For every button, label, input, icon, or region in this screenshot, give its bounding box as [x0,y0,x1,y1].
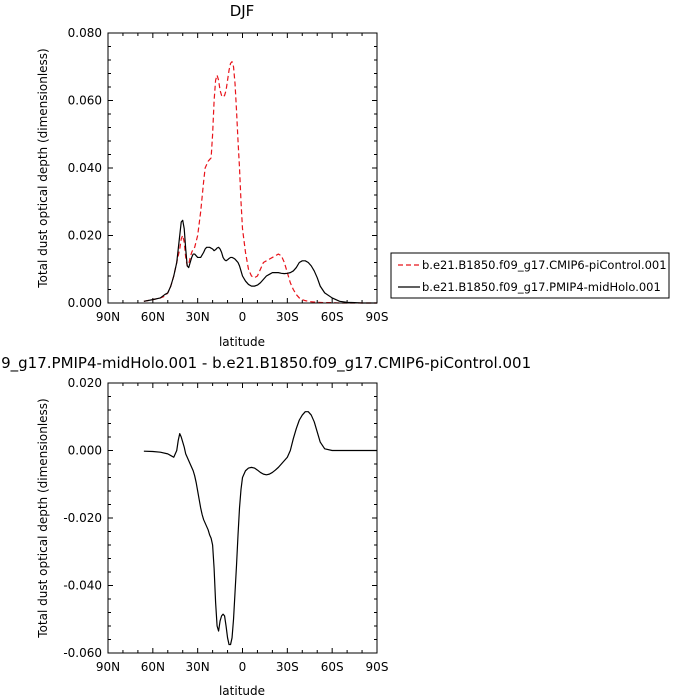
top-y-axis-label: Total dust optical depth (dimensionless) [36,48,50,288]
bottom-series-lines [143,411,377,646]
legend-label-midholo: b.e21.B1850.f09_g17.PMIP4-midHolo.001 [422,280,661,294]
bottom-x-tick-label: 60N [141,660,165,674]
bottom-y-tick-label: -0.040 [63,579,102,593]
bottom-panel: 850.f09_g17.PMIP4-midHolo.001 - b.e21.B1… [0,354,531,698]
bottom-y-tick-label: -0.020 [63,511,102,525]
top-plot-frame [107,32,378,304]
top-panel: DJF Total dust optical depth (dimensionl… [36,2,388,349]
top-y-tick-label: 0.020 [68,229,102,243]
bottom-y-tick-label: 0.000 [68,444,102,458]
legend: b.e21.B1850.f09_g17.CMIP6-piControl.001 … [390,252,670,299]
legend-box [390,252,670,299]
bottom-x-axis-label: latitude [219,684,265,698]
top-axis-ticks: 90N 60N 30N 0 30S 60S 90S 0.000 0.020 0.040 0.060 0… [68,26,389,324]
bottom-y-axis-label: Total dust optical depth (dimensionless) [36,398,50,638]
bottom-plot-frame [107,382,378,654]
bottom-series-line-0 [143,411,377,646]
top-x-tick-label: 0 [239,310,247,324]
top-x-tick-label: 90N [96,310,120,324]
bottom-x-tick-label: 90S [366,660,389,674]
top-chart-title: DJF [230,2,255,20]
bottom-chart-title: 850.f09_g17.PMIP4-midHolo.001 - b.e21.B1… [0,354,531,373]
top-series-lines [143,61,377,304]
top-x-tick-label: 60S [321,310,344,324]
top-y-tick-label: 0.000 [68,296,102,310]
legend-label-picontrol: b.e21.B1850.f09_g17.CMIP6-piControl.001 [422,258,667,272]
top-y-tick-label: 0.060 [68,94,102,108]
bottom-x-tick-label: 30N [186,660,210,674]
top-x-tick-label: 90S [366,310,389,324]
bottom-y-tick-label: -0.060 [63,646,102,660]
top-x-tick-label: 30S [276,310,299,324]
bottom-x-tick-label: 60S [321,660,344,674]
top-x-axis-label: latitude [219,335,265,349]
bottom-x-tick-label: 90N [96,660,120,674]
bottom-y-tick-label: 0.020 [68,376,102,390]
top-y-tick-label: 0.040 [68,161,102,175]
top-series-line-1 [143,219,377,304]
top-x-tick-label: 30N [186,310,210,324]
bottom-x-tick-label: 30S [276,660,299,674]
bottom-x-tick-label: 0 [239,660,247,674]
top-series-line-0 [143,61,377,304]
top-y-tick-label: 0.080 [68,26,102,40]
top-x-tick-label: 60N [141,310,165,324]
